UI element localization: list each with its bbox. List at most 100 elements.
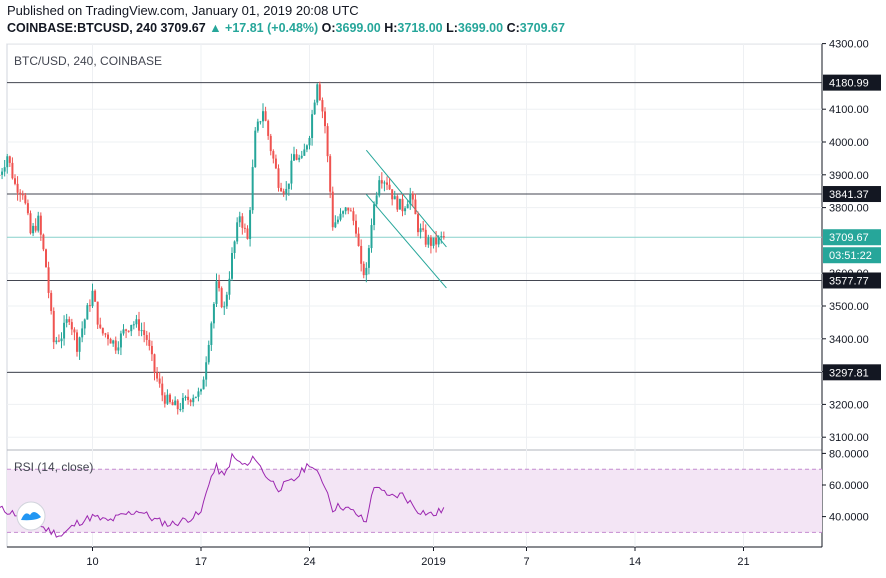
low-value: 3699.00 (457, 21, 504, 35)
candle-up (378, 180, 381, 196)
candle-down (158, 378, 161, 384)
candle-down (8, 156, 11, 163)
trend-channel-upper (365, 149, 447, 248)
candle-down (401, 198, 404, 212)
candle-down (153, 354, 156, 373)
candle-up (305, 145, 308, 150)
chart-title: BTC/USD, 240, COINBASE (14, 54, 162, 68)
candle-down (156, 372, 159, 379)
candle-down (19, 192, 22, 194)
candle-up (192, 397, 195, 403)
candle-down (57, 340, 60, 342)
candle-up (404, 208, 407, 212)
candle-up (130, 324, 133, 332)
candle-up (202, 379, 205, 390)
countdown-tag-text: 03:51:22 (829, 250, 872, 262)
candle-up (233, 241, 236, 253)
candle-down (380, 180, 383, 184)
candle-down (321, 100, 324, 112)
candle-up (210, 323, 213, 345)
rsi-band (7, 468, 822, 533)
candle-up (65, 319, 68, 323)
rsi-tick-label: 80.0000 (829, 448, 869, 460)
candle-up (223, 306, 226, 308)
candle-up (293, 154, 295, 161)
candle-down (411, 193, 414, 200)
candle-up (427, 237, 430, 245)
candle-up (432, 237, 435, 246)
y-tick-label: 3200.00 (829, 399, 869, 411)
candle-up (231, 252, 233, 279)
candle-up (132, 324, 135, 326)
candle-down (329, 156, 332, 192)
candle-down (417, 214, 419, 233)
y-tick-label: 3900.00 (829, 170, 869, 182)
candle-up (300, 155, 303, 158)
candle-down (50, 292, 53, 311)
candle-up (205, 362, 208, 380)
y-tick-label: 3400.00 (829, 334, 869, 346)
candle-down (114, 340, 117, 351)
price-axis-tags: 4180.99 3841.37 3577.77 3297.81 3709.67 03:51… (823, 74, 881, 381)
candle-down (45, 249, 47, 268)
candle-down (24, 195, 27, 204)
candle-down (34, 225, 37, 231)
candle-down (352, 211, 355, 221)
candle-down (396, 196, 399, 210)
candle-up (228, 278, 231, 295)
candle-down (101, 327, 104, 334)
candle-up (298, 157, 301, 160)
candle-up (78, 337, 81, 352)
grid-lines (7, 43, 822, 547)
y-tick-label: 4000.00 (829, 137, 869, 149)
candle-down (94, 290, 97, 302)
open-value: 3699.00 (335, 21, 381, 35)
candle-down (331, 191, 334, 228)
horizontal-levels[interactable] (7, 82, 822, 373)
high-value: 3718.00 (397, 21, 443, 35)
candle-down (318, 84, 321, 101)
candle-up (440, 236, 443, 238)
trend-channel[interactable] (365, 149, 447, 289)
candle-up (225, 294, 228, 307)
candle-down (326, 126, 329, 157)
candle-down (362, 263, 365, 276)
candle-down (442, 236, 445, 238)
candle-down (171, 402, 174, 406)
change-value: +17.81 (+0.48%) (225, 21, 319, 35)
candle-down (29, 213, 32, 234)
candle-up (313, 102, 316, 115)
open-label: O: (321, 21, 336, 35)
candle-up (135, 319, 138, 325)
candle-down (429, 237, 432, 246)
y-tick-label: 3800.00 (829, 203, 869, 215)
price-axis[interactable]: 3100.003200.003300.003400.003500.003600.… (822, 39, 869, 445)
candle-up (207, 344, 210, 363)
candle-up (119, 333, 122, 348)
candle-down (42, 234, 45, 250)
candle-down (220, 288, 223, 308)
candle-up (254, 130, 257, 168)
candle-down (272, 151, 275, 159)
candle-up (37, 215, 40, 231)
time-axis[interactable]: 10 17 24 2019 7 14 21 (86, 547, 750, 568)
candle-down (138, 319, 140, 331)
rsi-axis[interactable]: 80.0000 60.0000 40.0000 (822, 448, 869, 524)
candle-up (179, 408, 182, 410)
x-tick-label: 14 (629, 556, 641, 568)
x-tick-label: 2019 (421, 556, 445, 568)
candle-down (161, 383, 164, 396)
candle-down (414, 199, 417, 215)
candle-up (308, 137, 311, 146)
candle-down (47, 267, 50, 293)
candle-down (70, 322, 73, 330)
x-tick-label: 10 (86, 556, 98, 568)
candle-down (280, 187, 283, 192)
candle-up (3, 167, 6, 172)
candle-up (375, 195, 378, 205)
candle-down (11, 162, 14, 179)
candle-down (324, 111, 326, 127)
candle-up (249, 210, 252, 239)
candle-up (339, 213, 342, 220)
